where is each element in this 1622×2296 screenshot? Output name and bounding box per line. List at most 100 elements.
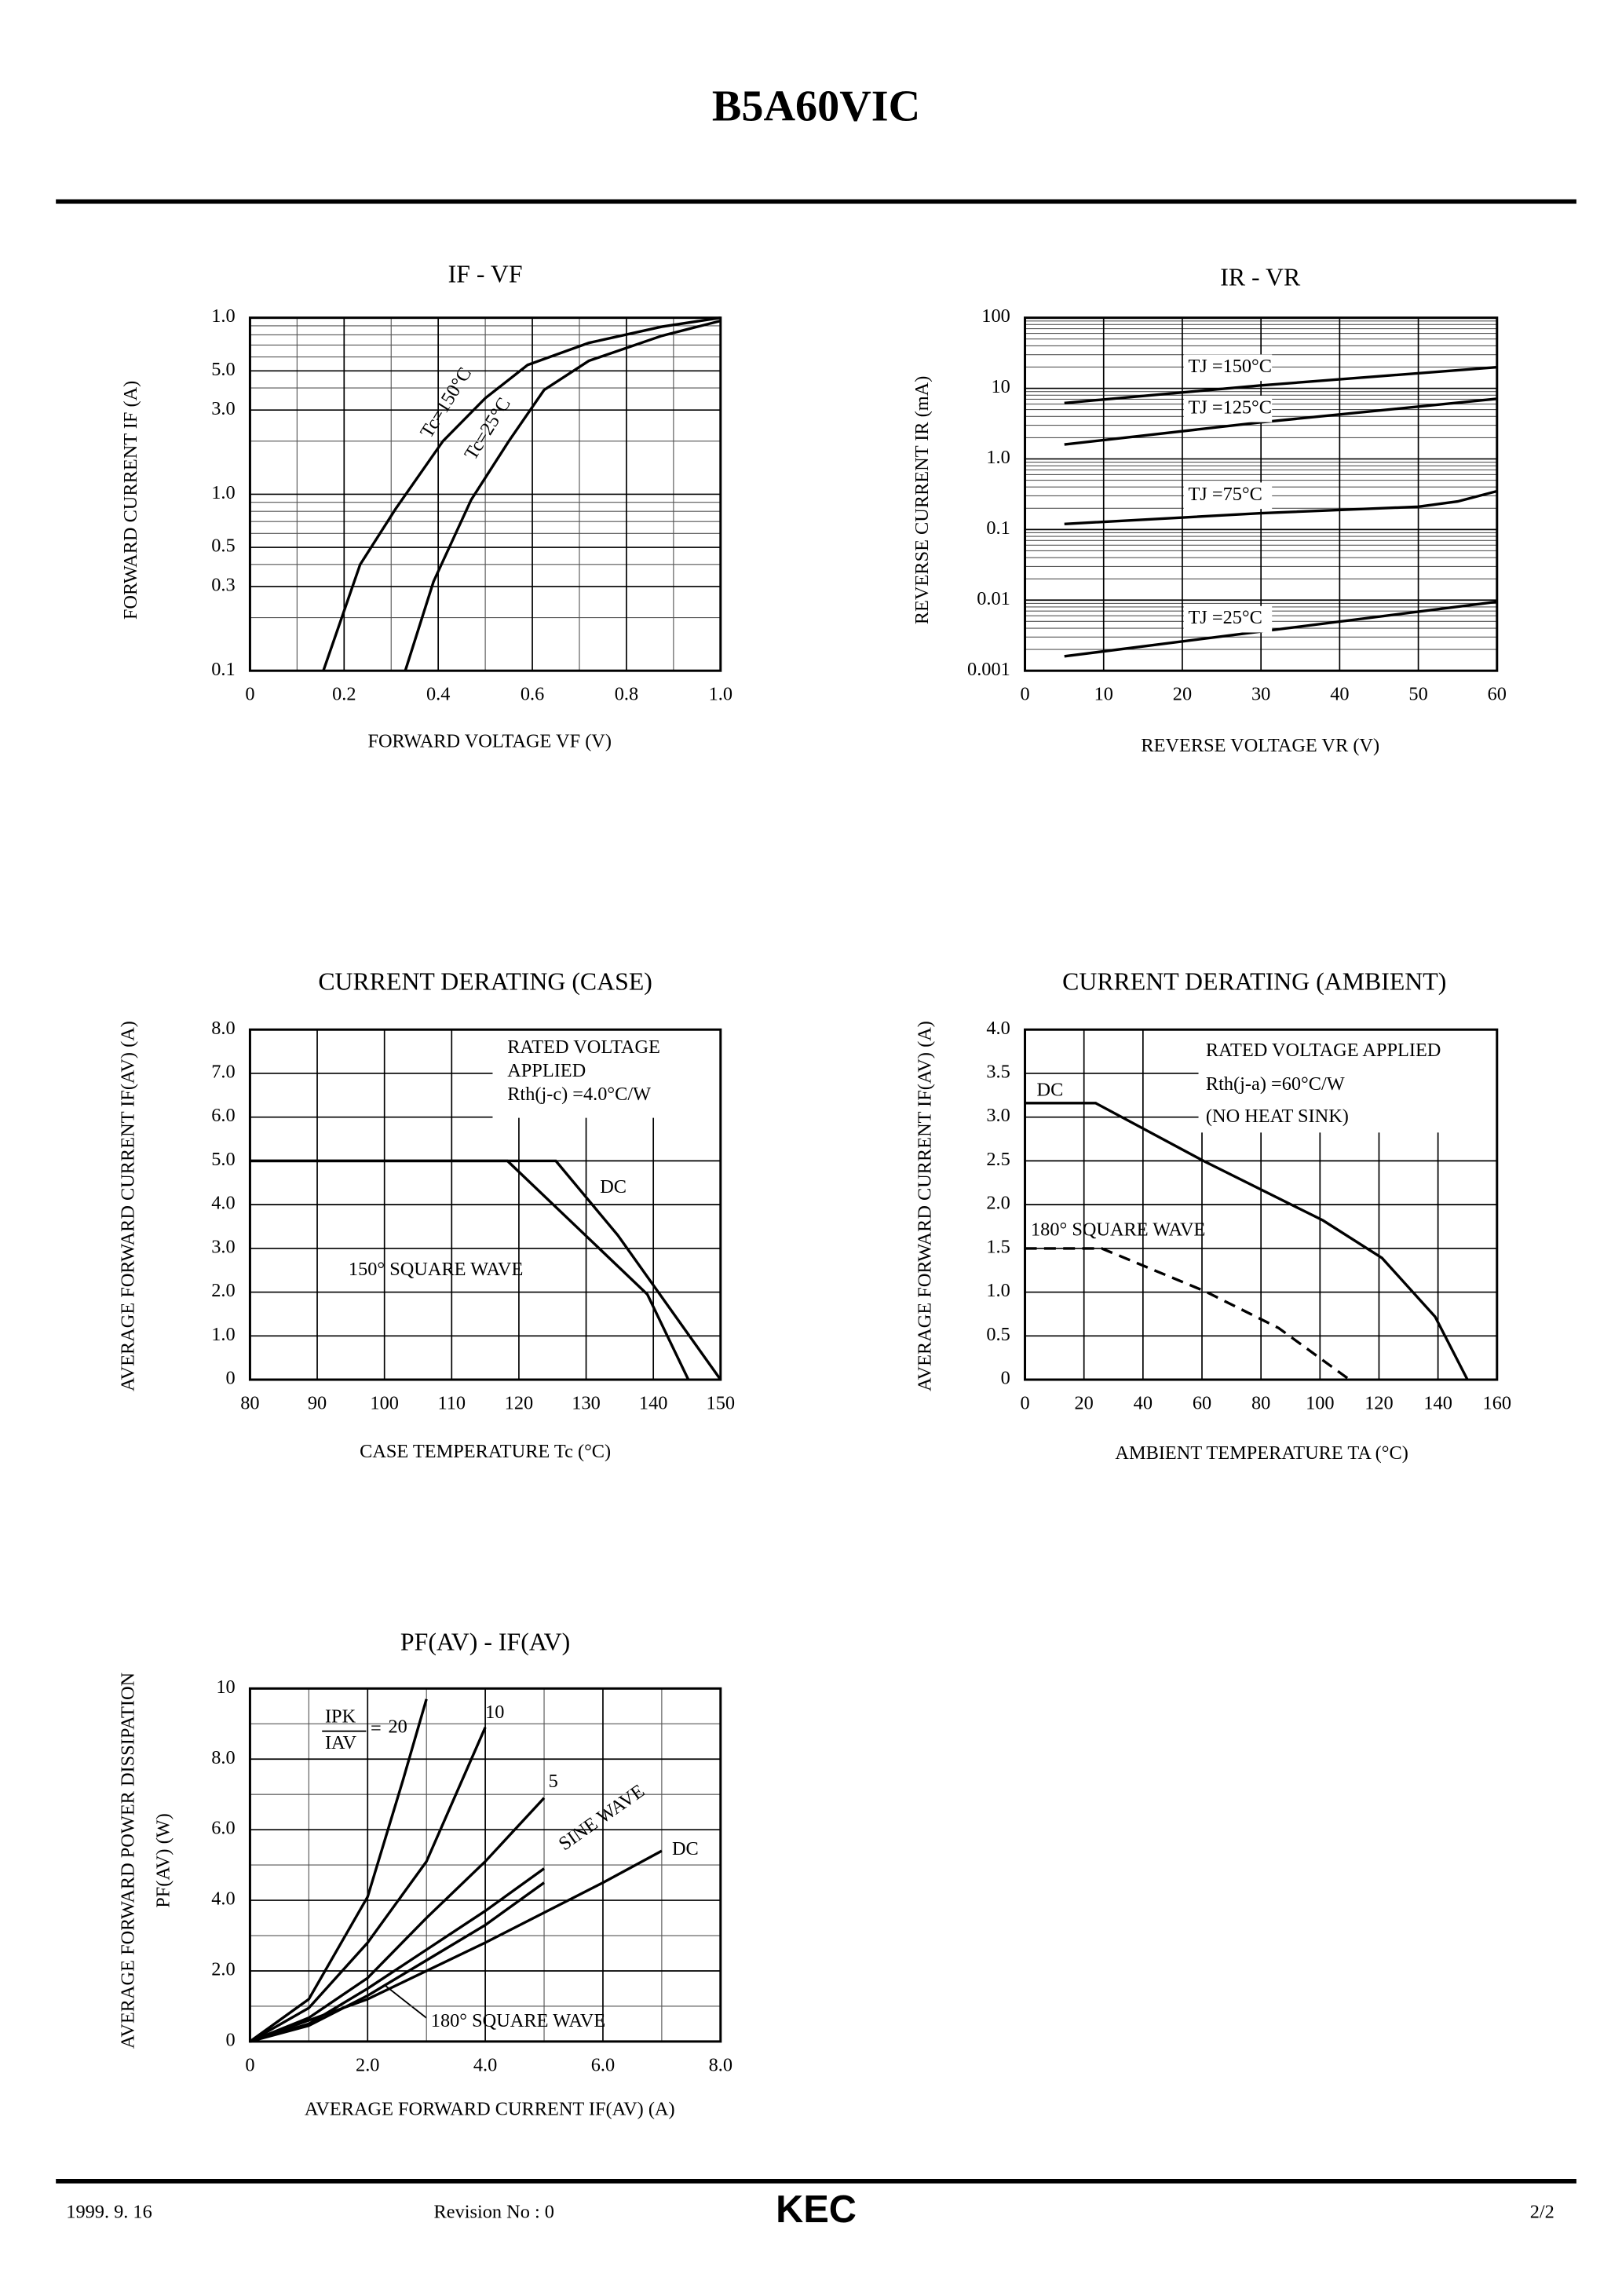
x-tick-label: 4.0 — [473, 2054, 497, 2075]
y-tick-label: 0.001 — [967, 659, 1010, 680]
y-tick-label: 0.1 — [986, 517, 1010, 539]
y-tick-label: 0.5 — [986, 1324, 1010, 1345]
series-line — [250, 1159, 690, 1380]
plot-frame — [1024, 1028, 1499, 1381]
plot-frame — [248, 1028, 722, 1381]
y-tick-label: 10 — [991, 376, 1010, 397]
series-label-box — [1183, 482, 1273, 510]
y-tick-label: 1.0 — [211, 1324, 235, 1345]
series-label-box — [1183, 605, 1273, 633]
x-tick-label: 0 — [245, 2054, 254, 2075]
series-line — [249, 1867, 546, 2043]
y-axis-label: AVERAGE FORWARD POWER DISSIPATION — [117, 1672, 138, 2049]
chart-title: IR - VR — [1220, 263, 1301, 291]
x-tick-label: 20 — [1173, 684, 1192, 705]
x-tick-label: 140 — [1423, 1392, 1452, 1413]
y-tick-label: 0 — [1001, 1368, 1010, 1389]
y-tick-label: 1.5 — [986, 1236, 1010, 1257]
series-line — [1064, 397, 1497, 446]
series-line — [1064, 365, 1497, 404]
x-tick-label: 110 — [438, 1392, 466, 1413]
series-label: DC — [1037, 1079, 1064, 1100]
x-tick-label: 140 — [639, 1392, 668, 1413]
y-tick-label: 8.0 — [211, 1747, 235, 1768]
y-tick-label: 8.0 — [211, 1018, 235, 1039]
annotation: IAV — [325, 1732, 357, 1753]
series-label: 5 — [549, 1771, 558, 1792]
footer-logo: KEC — [776, 2188, 857, 2231]
x-tick-label: 100 — [1306, 1392, 1335, 1413]
y-axis-label: FORWARD CURRENT IF (A) — [120, 381, 141, 620]
series-label: 10 — [485, 1702, 504, 1723]
series-label: TJ =150°C — [1188, 356, 1272, 377]
series-label-box — [1183, 354, 1273, 382]
x-tick-label: 40 — [1330, 684, 1349, 705]
x-tick-label: 30 — [1251, 684, 1270, 705]
chart-title: IF - VF — [448, 261, 523, 288]
y-axis-label: REVERSE CURRENT IR (mA) — [911, 376, 933, 625]
y-tick-label: 0.3 — [211, 575, 235, 596]
series-label: DC — [600, 1176, 627, 1197]
x-tick-label: 150 — [707, 1392, 736, 1413]
series-label: TJ =75°C — [1188, 484, 1262, 505]
chart-title: PF(AV) - IF(AV) — [400, 1628, 570, 1655]
x-tick-label: 130 — [572, 1392, 601, 1413]
x-tick-label: 10 — [1094, 684, 1113, 705]
series-label: TJ =125°C — [1188, 397, 1272, 418]
page-title: B5A60VIC — [712, 82, 920, 130]
footer-page: 2/2 — [1530, 2202, 1554, 2223]
series-line — [1025, 1102, 1469, 1380]
series-label: DC — [672, 1838, 699, 1859]
series-label: TJ =25°C — [1188, 607, 1262, 628]
leader-line — [385, 1984, 427, 2019]
plot-frame — [248, 316, 722, 672]
annotation: RATED VOLTAGE APPLIED — [1206, 1040, 1441, 1061]
x-tick-label: 1.0 — [709, 684, 732, 705]
x-tick-label: 80 — [1251, 1392, 1270, 1413]
annotation-box — [492, 1029, 721, 1118]
series-line — [249, 1797, 546, 2043]
x-tick-label: 40 — [1134, 1392, 1153, 1413]
x-tick-label: 60 — [1488, 684, 1507, 705]
x-tick-label: 90 — [308, 1392, 327, 1413]
series-line — [249, 1849, 663, 2043]
x-tick-label: 80 — [240, 1392, 259, 1413]
y-tick-label: 1.0 — [986, 447, 1010, 468]
y-axis-label: AVERAGE FORWARD CURRENT IF(AV) (A) — [915, 1021, 936, 1391]
x-tick-label: 20 — [1075, 1392, 1094, 1413]
x-axis-label: AMBIENT TEMPERATURE TA (°C) — [1115, 1442, 1408, 1464]
x-tick-label: 0.6 — [521, 684, 544, 705]
x-tick-label: 0 — [245, 684, 254, 705]
y-tick-label: 3.0 — [211, 1236, 235, 1257]
y-tick-label: 4.0 — [986, 1018, 1010, 1039]
y-tick-label: 3.0 — [211, 398, 235, 419]
y-tick-label: 2.0 — [211, 1280, 235, 1301]
annotation: APPLIED — [507, 1060, 586, 1081]
series-line — [404, 319, 721, 671]
series-line — [1064, 489, 1498, 525]
y-tick-label: 0.01 — [977, 588, 1010, 609]
y-tick-label: 1.0 — [211, 305, 235, 327]
series-line — [249, 1727, 487, 2043]
footer-date: 1999. 9. 16 — [66, 2202, 152, 2223]
y-tick-label: 1.0 — [211, 482, 235, 503]
y-tick-label: 6.0 — [211, 1818, 235, 1839]
footer-revision: Revision No : 0 — [434, 2202, 554, 2223]
y-tick-label: 0.1 — [211, 659, 235, 680]
series-label-box — [1183, 395, 1273, 422]
annotation: = — [371, 1717, 382, 1738]
y-tick-label: 3.5 — [986, 1062, 1010, 1083]
x-tick-label: 100 — [370, 1392, 399, 1413]
annotation: IPK — [325, 1706, 356, 1727]
x-tick-label: 0.4 — [426, 684, 450, 705]
y-tick-label: 3.0 — [986, 1105, 1010, 1126]
y-tick-label: 0.5 — [211, 536, 235, 557]
x-tick-label: 0 — [1020, 684, 1029, 705]
y-axis-label: PF(AV) (W) — [152, 1813, 174, 1908]
x-tick-label: 160 — [1483, 1392, 1512, 1413]
y-tick-label: 2.0 — [211, 1959, 235, 1980]
x-tick-label: 0 — [1020, 1392, 1029, 1413]
x-axis-label: FORWARD VOLTAGE VF (V) — [367, 731, 612, 752]
x-axis-label: REVERSE VOLTAGE VR (V) — [1141, 735, 1379, 756]
